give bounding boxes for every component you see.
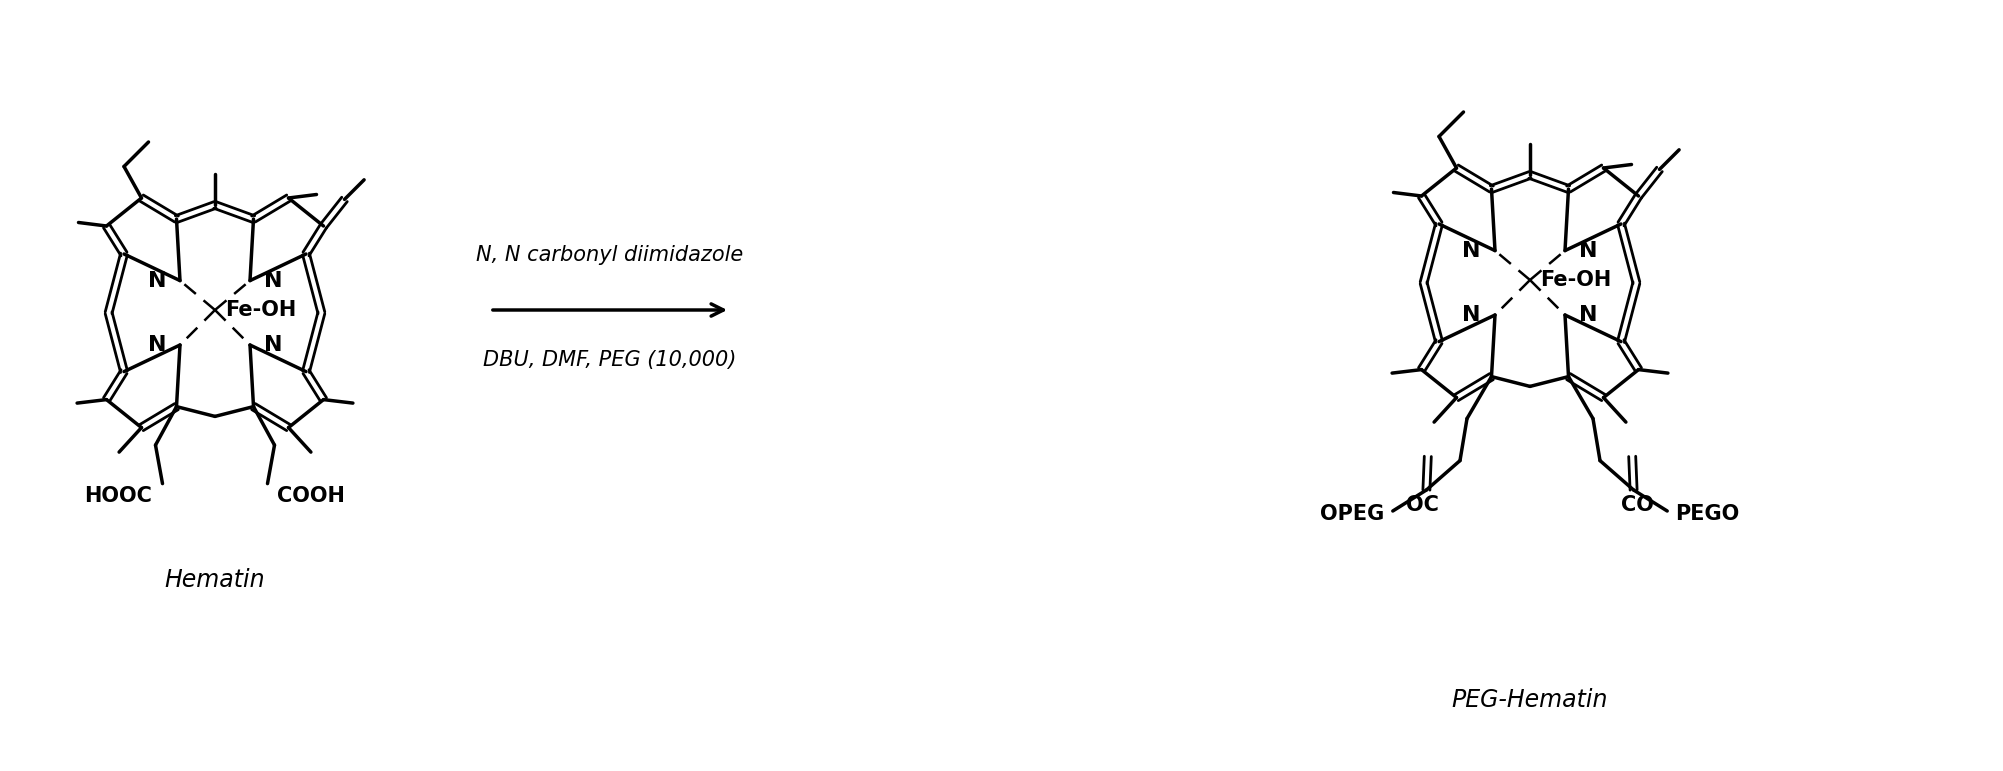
Text: N, N carbonyl diimidazole: N, N carbonyl diimidazole [477,245,743,265]
Text: Fe-OH: Fe-OH [1540,270,1610,290]
Text: PEGO: PEGO [1677,504,1741,524]
Text: COOH: COOH [278,487,345,507]
Text: N: N [148,335,166,355]
Text: CO: CO [1620,496,1654,515]
Text: N: N [148,271,166,291]
Text: N: N [1578,305,1598,325]
Text: HOOC: HOOC [84,487,152,507]
Text: PEG-Hematin: PEG-Hematin [1452,688,1608,712]
Text: DBU, DMF, PEG (10,000): DBU, DMF, PEG (10,000) [483,350,737,370]
Text: N: N [264,271,282,291]
Text: OC: OC [1406,496,1438,515]
Text: N: N [1462,241,1480,261]
Text: N: N [1462,305,1480,325]
Text: N: N [1578,241,1598,261]
Text: Hematin: Hematin [164,568,264,592]
Text: N: N [264,335,282,355]
Text: OPEG: OPEG [1320,504,1384,524]
Text: Fe-OH: Fe-OH [224,300,296,320]
